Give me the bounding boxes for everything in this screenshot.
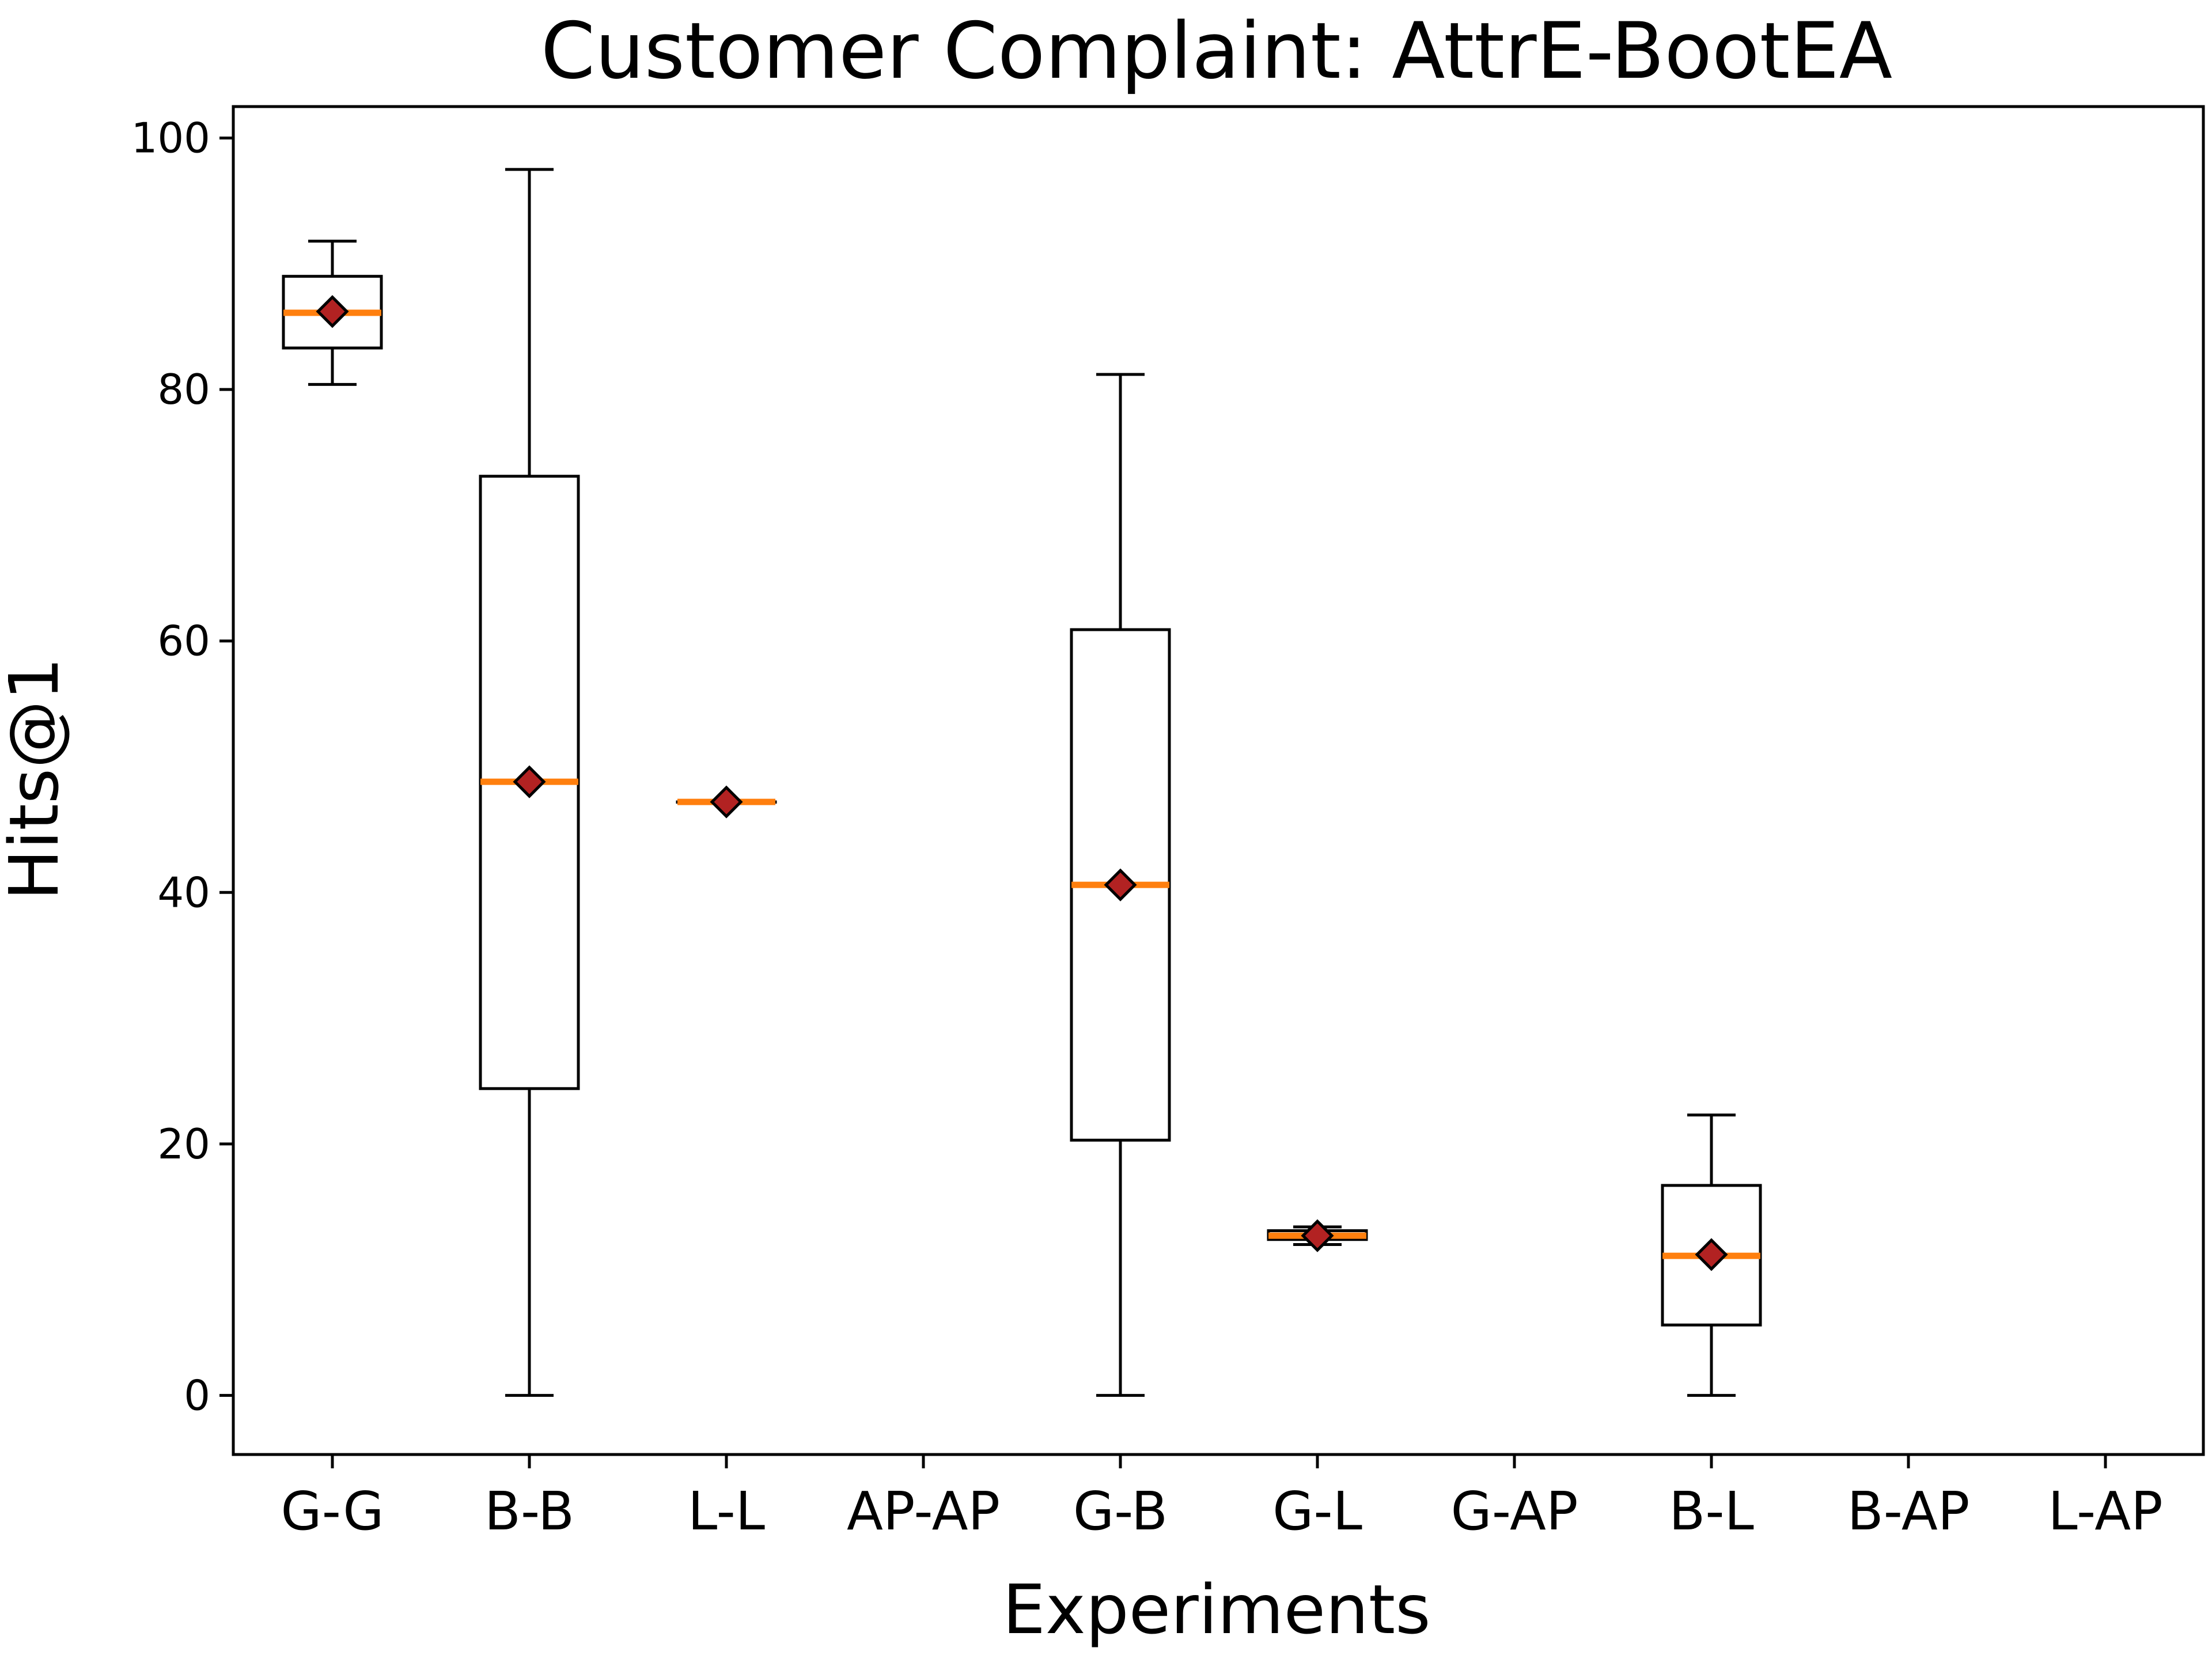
mean-marker xyxy=(316,295,349,328)
box-g-b xyxy=(1070,373,1171,1397)
x-tick-label: B-B xyxy=(484,1480,574,1542)
x-tick-label: AP-AP xyxy=(847,1480,1000,1542)
y-tick-label: 0 xyxy=(184,1371,210,1419)
y-tick-label: 80 xyxy=(157,365,210,414)
x-tick-label: L-AP xyxy=(2048,1480,2162,1542)
y-tick-label: 60 xyxy=(157,617,210,665)
box-b-l xyxy=(1661,1113,1762,1397)
mean-marker xyxy=(1104,868,1137,902)
x-axis: G-G B-B L-L AP-AP G-B G-L G-AP B-L B-AP L-AP xyxy=(281,1455,2163,1542)
y-axis-label: Hits@1 xyxy=(0,657,74,900)
y-tick-label: 40 xyxy=(157,868,210,916)
chart-title: Customer Complaint: AttrE-BootEA xyxy=(541,6,1892,96)
box-g-g xyxy=(282,240,383,386)
mean-marker xyxy=(513,765,546,798)
plot-frame xyxy=(232,105,2205,1456)
x-axis-label: Experiments xyxy=(1002,1570,1430,1649)
x-tick-label: G-AP xyxy=(1451,1480,1578,1542)
mean-marker xyxy=(1695,1238,1728,1271)
mean-marker xyxy=(710,785,743,819)
x-tick-label: L-L xyxy=(688,1480,765,1542)
plot-area xyxy=(232,105,2205,1456)
y-tick-label: 100 xyxy=(131,114,210,162)
x-tick-label: B-L xyxy=(1669,1480,1754,1542)
boxes xyxy=(282,168,1762,1397)
x-tick-label: G-B xyxy=(1073,1480,1168,1542)
box-b-b xyxy=(479,168,580,1397)
mean-marker xyxy=(1301,1219,1334,1252)
x-tick-label: G-G xyxy=(281,1480,384,1542)
box-g-l xyxy=(1267,1219,1368,1252)
box-l-l xyxy=(676,785,777,819)
x-tick-label: G-L xyxy=(1272,1480,1362,1542)
y-tick-label: 20 xyxy=(157,1120,210,1168)
x-tick-label: B-AP xyxy=(1847,1480,1970,1542)
y-axis: 0 20 40 60 80 100 xyxy=(131,114,233,1419)
